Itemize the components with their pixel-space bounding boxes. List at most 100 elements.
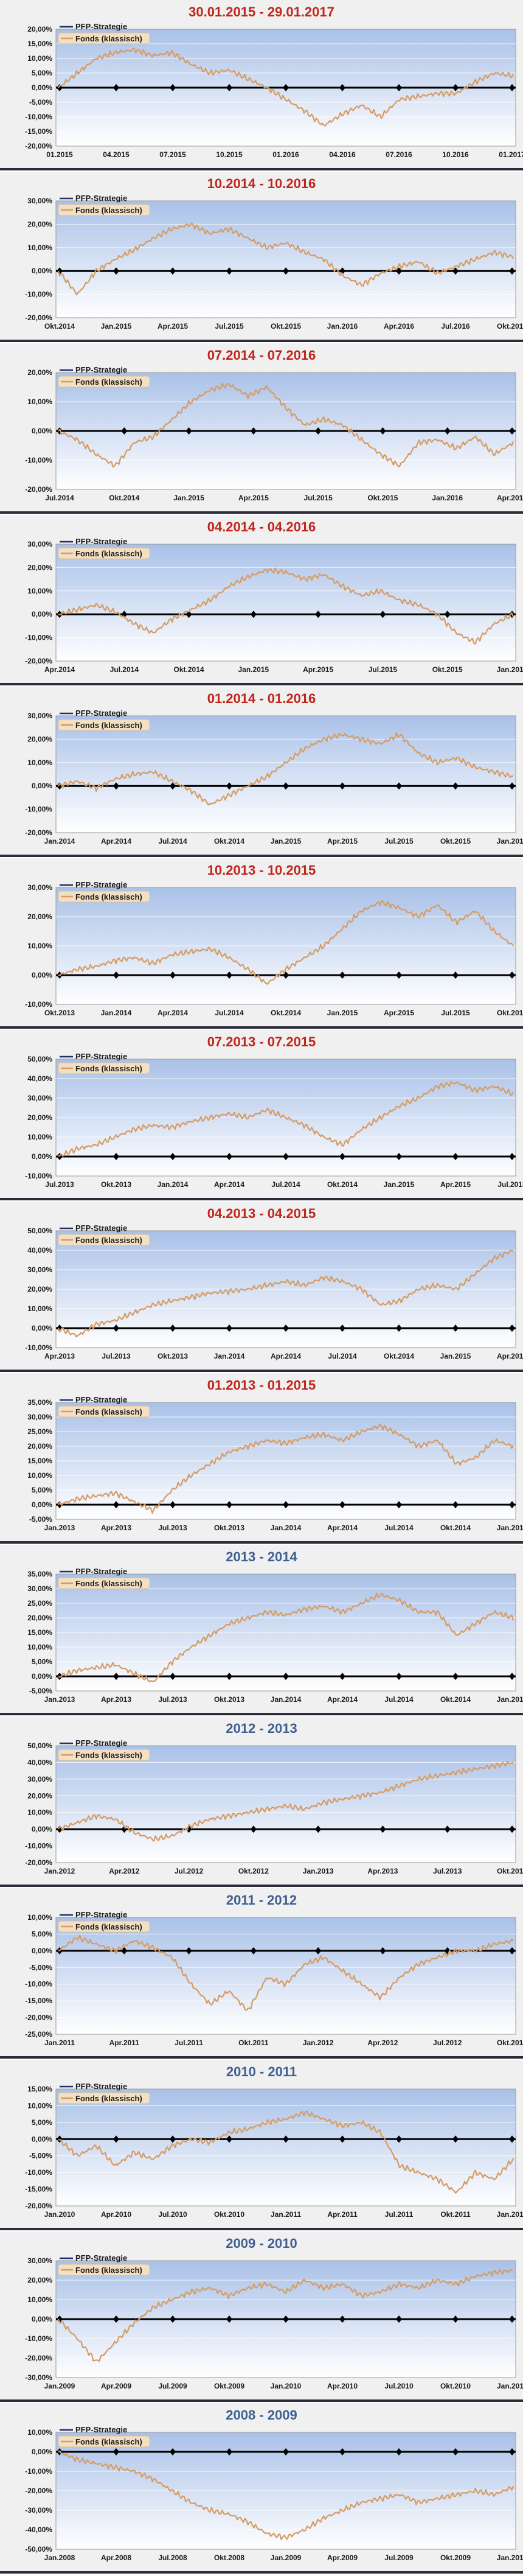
y-tick-label: 10,00% <box>27 942 52 950</box>
y-tick-label: -10,00% <box>25 2334 52 2343</box>
x-tick-label: Apr.2013 <box>101 1524 131 1532</box>
strategy-marker <box>170 1673 176 1680</box>
strategy-marker <box>339 782 345 790</box>
strategy-marker <box>121 611 128 618</box>
y-tick-label: 0,00% <box>32 2315 52 2323</box>
legend: PFP-Strategie Fonds (klassisch) <box>58 2253 150 2276</box>
strategy-marker <box>113 84 119 91</box>
x-tick-label: Okt.2012 <box>497 2039 523 2047</box>
chart-title: 07.2013 - 07.2015 <box>207 1034 316 1049</box>
y-tick-label: 0,00% <box>32 267 52 275</box>
legend-label-fund: Fonds (klassisch) <box>75 549 142 558</box>
x-tick-label: Okt.2014 <box>327 1180 358 1189</box>
x-tick-label: Jan.2016 <box>497 837 523 845</box>
y-tick-label: -20,00% <box>25 828 52 837</box>
x-tick-label: Jul.2014 <box>110 665 139 674</box>
strategy-marker <box>170 782 176 790</box>
strategy-marker <box>339 267 345 275</box>
legend-highlight <box>58 1234 150 1246</box>
x-tick-label: Jul.2011 <box>385 2210 414 2219</box>
series-line-fund <box>57 1249 514 1338</box>
strategy-marker <box>226 971 232 979</box>
strategy-marker <box>283 1325 289 1332</box>
plot-area <box>55 1745 516 1863</box>
x-tick-label: Jan.2014 <box>214 1352 245 1360</box>
strategy-marker <box>250 611 257 618</box>
y-tick-label: 5,00% <box>32 1657 52 1666</box>
y-tick-label: 10,00% <box>27 1913 52 1922</box>
legend-highlight <box>58 204 150 216</box>
y-tick-label: 5,00% <box>32 1930 52 1938</box>
strategy-marker <box>113 2135 119 2143</box>
x-tick-label: Jan.2009 <box>271 2553 302 2562</box>
strategy-marker <box>396 1673 402 1680</box>
y-tick-label: -10,00% <box>25 805 52 814</box>
y-tick-label: -20,00% <box>25 2014 52 2022</box>
strategy-marker <box>339 1325 345 1332</box>
y-tick-label: 15,00% <box>27 1457 52 1465</box>
x-tick-label: Jul.2014 <box>384 1695 414 1704</box>
series-line-fund <box>58 382 514 468</box>
y-tick-label: -30,00% <box>25 2373 52 2382</box>
x-tick-label: Apr.2015 <box>327 837 358 845</box>
legend-label-strategy: PFP-Strategie <box>75 1395 127 1404</box>
series-line-fund <box>58 567 514 645</box>
legend-label-strategy: PFP-Strategie <box>75 880 127 889</box>
strategy-marker <box>113 267 119 275</box>
x-tick-label: Apr.2014 <box>158 1009 188 1017</box>
x-tick-label: 10.2016 <box>442 150 469 159</box>
x-tick-label: Jan.2014 <box>158 1180 189 1189</box>
x-tick-label: Jul.2014 <box>271 1180 300 1189</box>
y-tick-label: 10,00% <box>27 243 52 252</box>
chart-panel: 07.2013 - 07.2015 50,00% 40,00% 30,00% 20,00… <box>0 1030 523 1200</box>
x-tick-label: Okt.2008 <box>214 2553 244 2562</box>
strategy-marker <box>509 427 515 435</box>
x-tick-label: Jul.2016 <box>441 322 470 331</box>
chart-panel: 2013 - 2014 35,00% 30,00% 25,00% 20,00% 15,00… <box>0 1545 523 1715</box>
legend-highlight <box>58 547 150 559</box>
series-line-fund <box>57 222 514 296</box>
y-tick-label: 20,00% <box>27 735 52 743</box>
strategy-marker <box>57 1501 63 1508</box>
legend: PFP-Strategie Fonds (klassisch) <box>58 1567 150 1589</box>
legend-label-fund: Fonds (klassisch) <box>75 34 142 43</box>
strategy-marker <box>185 427 192 435</box>
strategy-marker <box>339 1673 345 1680</box>
y-tick-label: -20,00% <box>25 313 52 322</box>
y-tick-label: 40,00% <box>27 1074 52 1083</box>
y-tick-label: 5,00% <box>32 2118 52 2127</box>
legend-label-strategy: PFP-Strategie <box>75 1738 127 1748</box>
legend-label-fund: Fonds (klassisch) <box>75 1064 142 1073</box>
x-tick-label: Jan.2010 <box>497 2553 523 2562</box>
line-chart: 20,00% 15,00% 10,00% 5,00% 0,00% -5,00% -10,00… <box>25 22 523 159</box>
y-tick-label: 20,00% <box>27 563 52 572</box>
y-tick-label: -10,00% <box>25 1980 52 1989</box>
y-tick-label: 15,00% <box>27 40 52 48</box>
legend-label-fund: Fonds (klassisch) <box>75 2094 142 2103</box>
chart-title: 04.2014 - 04.2016 <box>207 519 316 534</box>
x-tick-label: Apr.2012 <box>367 2039 398 2047</box>
x-tick-label: Apr.2009 <box>327 2553 358 2562</box>
x-tick-label: Jan.2013 <box>44 1524 75 1532</box>
legend-label-strategy: PFP-Strategie <box>75 1223 127 1233</box>
strategy-marker <box>226 1325 232 1332</box>
legend: PFP-Strategie Fonds (klassisch) <box>58 1910 150 1933</box>
x-tick-label: Okt.2009 <box>440 2553 471 2562</box>
line-chart: 15,00% 10,00% 5,00% 0,00% -5,00% -10,00% -15,0… <box>25 2082 523 2219</box>
strategy-marker <box>396 267 402 275</box>
x-tick-label: Jan.2015 <box>497 1695 523 1704</box>
strategy-marker <box>339 2135 345 2143</box>
strategy-marker <box>452 971 459 979</box>
y-tick-label: 30,00% <box>27 1584 52 1593</box>
x-tick-label: Jul.2010 <box>384 2382 414 2390</box>
x-tick-label: Jan.2012 <box>303 2039 334 2047</box>
legend-highlight <box>58 1577 150 1589</box>
chart-title: 04.2013 - 04.2015 <box>207 1206 316 1221</box>
y-tick-label: 50,00% <box>27 1741 52 1750</box>
x-tick-label: Jul.2014 <box>215 1009 244 1017</box>
chart-panel: 2012 - 2013 50,00% 40,00% 30,00% 20,00% 10,00… <box>0 1717 523 1887</box>
legend: PFP-Strategie Fonds (klassisch) <box>58 1738 150 1761</box>
y-tick-label: 10,00% <box>27 587 52 595</box>
x-tick-label: Jul.2013 <box>102 1352 131 1360</box>
y-tick-label: -10,00% <box>25 456 52 464</box>
